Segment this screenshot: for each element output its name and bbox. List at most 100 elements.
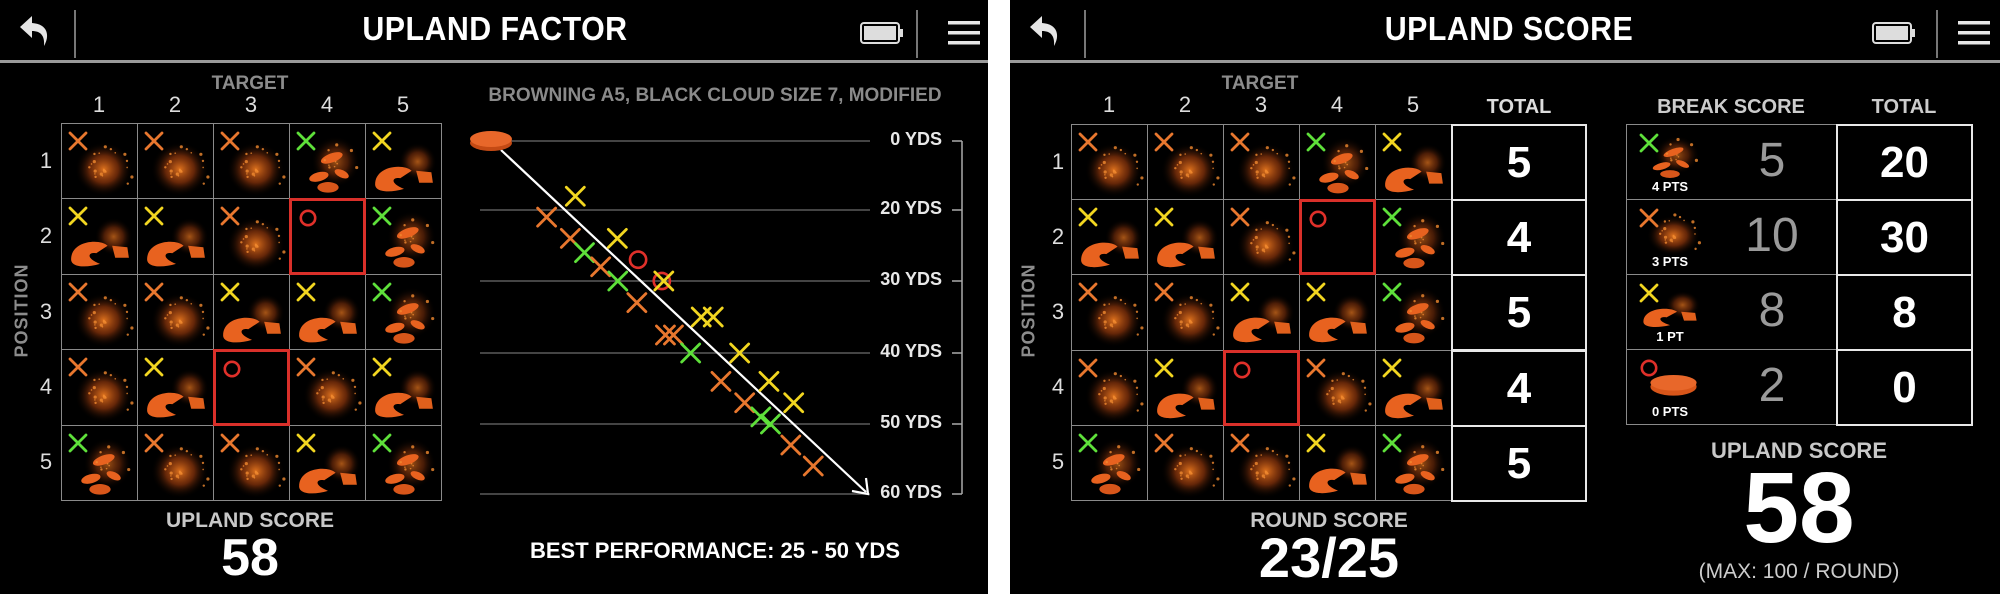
column-number: 4 xyxy=(320,92,334,117)
undo-arrow-icon[interactable] xyxy=(1028,12,1064,57)
break-total-header: TOTAL xyxy=(1871,96,1937,118)
page-title: UPLAND FACTOR xyxy=(362,10,628,47)
target-cell-dust[interactable] xyxy=(137,424,214,501)
column-number: 5 xyxy=(396,92,410,117)
row-total: 4 xyxy=(1451,199,1587,277)
break-count: 10 xyxy=(1745,209,1799,262)
target-cell-chips[interactable] xyxy=(1375,199,1452,276)
clay-dust-icon xyxy=(1078,358,1144,423)
clay-broken-icon xyxy=(1078,207,1143,268)
hamburger-menu-icon[interactable] xyxy=(948,21,980,50)
target-cell-broken[interactable] xyxy=(1375,349,1452,426)
clay-broken-icon xyxy=(68,206,133,267)
target-cell-broken[interactable] xyxy=(365,349,442,426)
break-count: 2 xyxy=(1758,359,1786,412)
target-cell-broken[interactable] xyxy=(289,424,366,501)
distance-label: 60 YDS xyxy=(880,482,942,502)
row-number: 4 xyxy=(1051,374,1065,400)
target-cell-chips[interactable] xyxy=(289,123,366,200)
break-count: 5 xyxy=(1758,134,1786,187)
target-cell-dust[interactable] xyxy=(1071,349,1148,426)
target-cell-dust[interactable] xyxy=(1223,124,1300,201)
clay-broken-icon xyxy=(1306,282,1371,343)
target-cell-dust[interactable] xyxy=(61,273,138,351)
clay-broken-icon xyxy=(1382,358,1447,418)
clay-chips-icon xyxy=(372,433,436,495)
clay-dust-icon xyxy=(1154,132,1220,198)
clay-broken-icon xyxy=(1154,358,1219,418)
clay-dust-icon xyxy=(68,357,134,423)
clay-chips-icon xyxy=(372,282,436,344)
target-cell-dust[interactable] xyxy=(61,349,138,426)
undo-arrow-icon[interactable] xyxy=(18,12,54,57)
clay-chips-icon xyxy=(372,206,436,269)
target-cell-chips[interactable] xyxy=(61,424,138,501)
upland-score-label: UPLAND SCORE xyxy=(165,509,334,532)
target-cell-broken[interactable] xyxy=(61,198,138,275)
target-cell-dust[interactable] xyxy=(1071,124,1148,201)
points-label: 1 PT xyxy=(1656,329,1684,344)
row-number: 1 xyxy=(39,147,53,173)
target-cell-chips[interactable] xyxy=(1375,274,1452,351)
clay-dust-icon xyxy=(144,282,210,348)
row-total: 5 xyxy=(1451,424,1587,502)
chart-title: BROWNING A5, BLACK CLOUD SIZE 7, MODIFIE… xyxy=(488,85,942,106)
clay-dust-icon xyxy=(220,131,286,197)
target-cell-dust[interactable] xyxy=(289,349,366,426)
target-cell-dust[interactable] xyxy=(1299,349,1376,426)
clay-dust-icon xyxy=(1078,282,1144,348)
target-cell-broken[interactable] xyxy=(1299,274,1376,351)
target-cell-dust[interactable] xyxy=(1147,424,1224,501)
points-label: 4 PTS xyxy=(1651,179,1689,194)
target-cell-broken[interactable] xyxy=(289,273,366,351)
column-number: 2 xyxy=(168,92,182,117)
break-total: 0 xyxy=(1836,349,1973,426)
target-cell-dust[interactable] xyxy=(1147,274,1224,351)
target-cell-dust[interactable] xyxy=(213,424,290,501)
target-cell-miss[interactable] xyxy=(1299,199,1376,276)
target-cell-chips[interactable] xyxy=(1071,424,1148,501)
clay-chips-icon xyxy=(1078,433,1142,495)
target-cell-broken[interactable] xyxy=(1071,199,1148,276)
target-cell-dust[interactable] xyxy=(137,123,214,200)
clay-dust-icon xyxy=(220,433,286,498)
clay-chips-icon xyxy=(1382,433,1446,495)
target-cell-miss[interactable] xyxy=(213,349,290,426)
break-score-row: 1 PT 8 xyxy=(1626,274,1837,350)
miss-mark-icon xyxy=(1233,361,1251,379)
target-cell-chips[interactable] xyxy=(1299,124,1376,201)
target-cell-chips[interactable] xyxy=(1375,424,1452,501)
target-cell-broken[interactable] xyxy=(1223,274,1300,351)
clay-broken-icon xyxy=(372,131,437,192)
round-score-value: 23/25 xyxy=(1258,526,1400,589)
target-cell-dust[interactable] xyxy=(1223,424,1300,501)
target-cell-broken[interactable] xyxy=(213,273,290,351)
target-cell-miss[interactable] xyxy=(1223,349,1300,426)
target-cell-broken[interactable] xyxy=(1299,424,1376,501)
target-cell-miss[interactable] xyxy=(289,198,366,275)
target-cell-broken[interactable] xyxy=(1147,199,1224,276)
hamburger-menu-icon[interactable] xyxy=(1958,21,1990,50)
shot-marker-orange xyxy=(663,324,684,346)
clay-dust-icon xyxy=(1230,207,1296,273)
battery-icon xyxy=(1872,22,1916,49)
target-cell-broken[interactable] xyxy=(1147,349,1224,426)
shot-marker-yellow xyxy=(606,228,628,249)
target-cell-dust[interactable] xyxy=(61,123,138,200)
column-number: 1 xyxy=(1102,92,1116,117)
target-cell-dust[interactable] xyxy=(1223,199,1300,276)
target-cell-dust[interactable] xyxy=(1147,124,1224,201)
shot-marker-orange xyxy=(780,434,802,456)
column-number: 3 xyxy=(1254,92,1268,117)
target-cell-broken[interactable] xyxy=(1375,124,1452,201)
target-cell-chips[interactable] xyxy=(365,273,442,351)
header-divider xyxy=(1936,10,1938,58)
target-cell-chips[interactable] xyxy=(365,424,442,501)
target-cell-dust[interactable] xyxy=(213,123,290,200)
target-cell-broken[interactable] xyxy=(137,349,214,426)
round-score-label: ROUND SCORE xyxy=(1250,509,1408,532)
shot-marker-red xyxy=(652,271,672,291)
target-cell-chips[interactable] xyxy=(365,198,442,275)
target-cell-dust[interactable] xyxy=(213,198,290,275)
target-cell-dust[interactable] xyxy=(1071,274,1148,351)
